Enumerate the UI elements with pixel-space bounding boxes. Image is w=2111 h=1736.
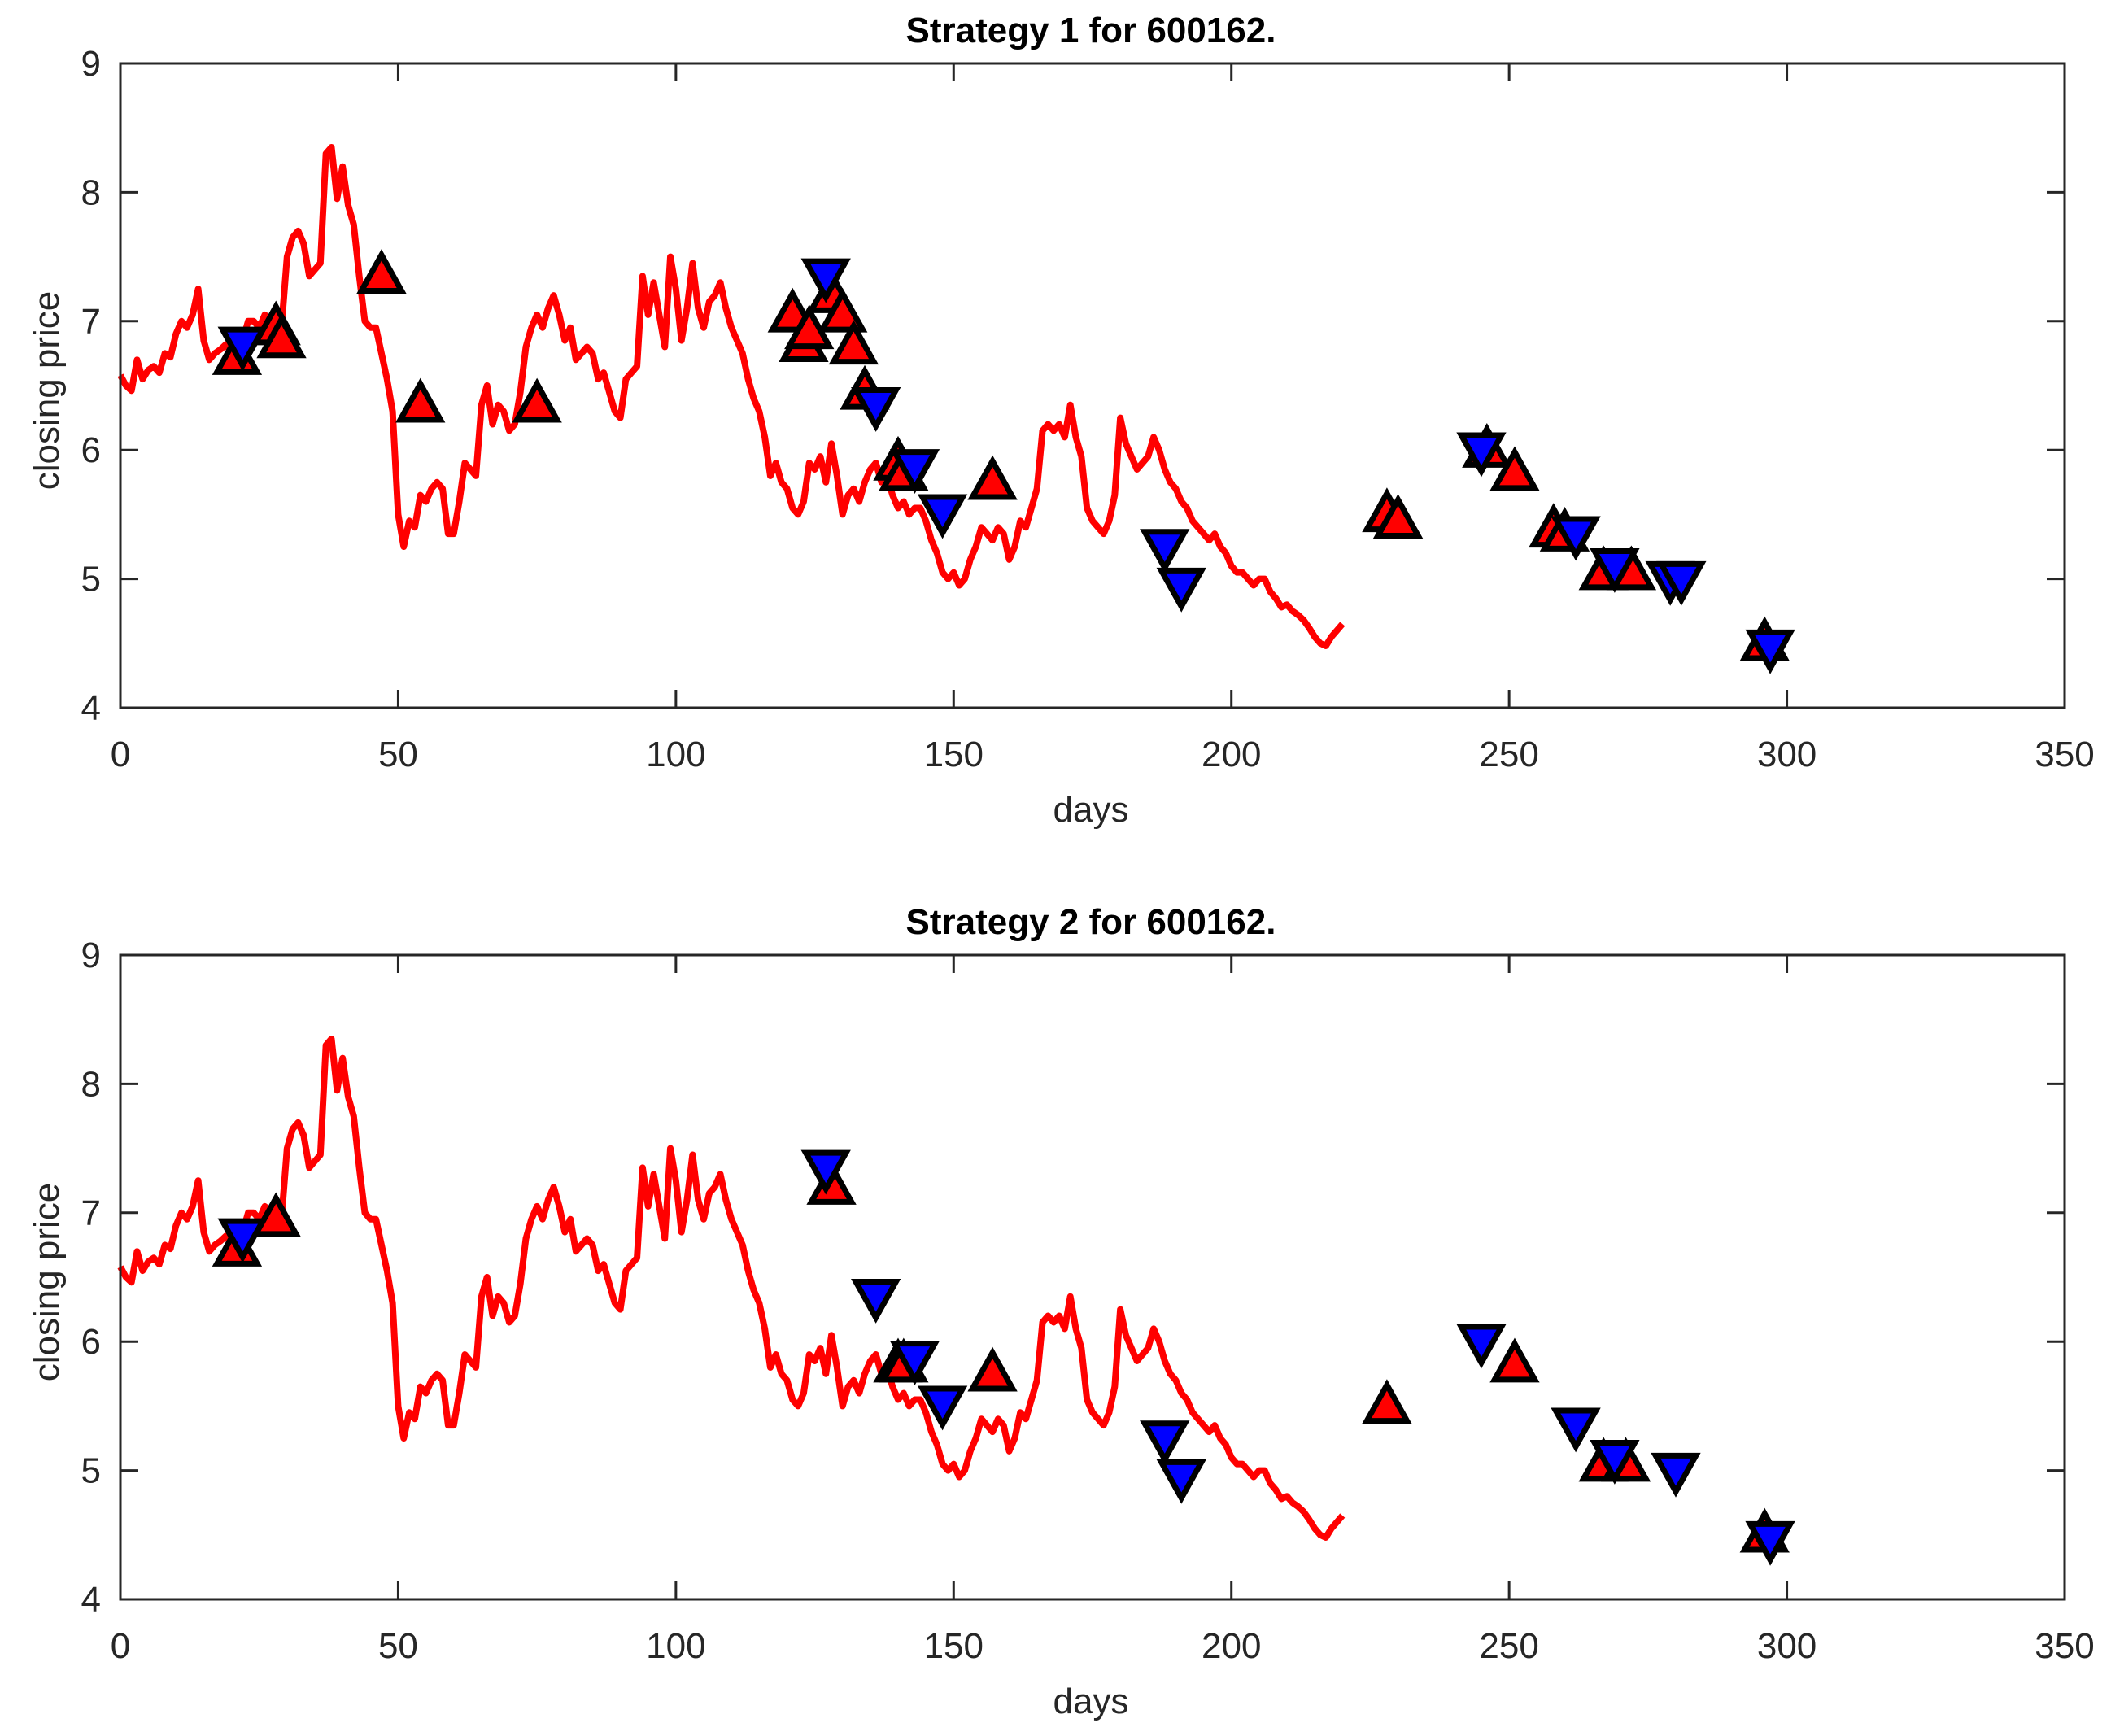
chart-title: Strategy 2 for 600162.: [906, 902, 1276, 942]
x-tick-label: 50: [378, 1626, 418, 1666]
x-tick-label: 300: [1757, 735, 1817, 774]
y-tick-label: 7: [81, 1193, 101, 1233]
sell-marker: [1156, 567, 1206, 613]
y-tick-label: 6: [81, 430, 101, 470]
buy-marker: [1362, 1379, 1412, 1424]
buy-marker: [784, 304, 835, 350]
x-tick-label: 350: [2035, 735, 2094, 774]
y-tick-label: 8: [81, 172, 101, 212]
sell-marker: [1456, 1324, 1507, 1369]
sell-marker: [800, 258, 851, 303]
sell-marker: [889, 1341, 940, 1385]
sell-marker: [889, 449, 940, 494]
buy-marker: [828, 320, 879, 365]
x-tick-label: 100: [646, 1626, 705, 1666]
x-tick-label: 250: [1479, 735, 1538, 774]
buy-marker: [1489, 446, 1540, 491]
x-tick-label: 300: [1757, 1626, 1817, 1666]
strategy-1-chart: Strategy 1 for 600162. 0 50 100 150 200 …: [27, 11, 2095, 830]
x-tick-label: 250: [1479, 1626, 1538, 1666]
x-tick-label: 50: [378, 735, 418, 774]
sell-marker: [1656, 560, 1707, 606]
y-tick-label: 6: [81, 1322, 101, 1362]
x-tick-label: 0: [111, 735, 130, 774]
y-axis-label: closing price: [27, 291, 67, 491]
sell-marker: [1590, 1440, 1640, 1485]
sell-marker: [1456, 432, 1507, 478]
sell-marker: [1551, 1407, 1601, 1453]
y-tick-label: 5: [81, 1451, 101, 1491]
x-tick-label: 200: [1202, 1626, 1261, 1666]
x-tick-label: 100: [646, 735, 705, 774]
x-axis-ticks: 0 50 100 150 200 250 300 350: [111, 1626, 2095, 1666]
x-tick-label: 150: [924, 735, 984, 774]
sell-marker: [1651, 1452, 1701, 1498]
buy-marker: [356, 249, 407, 294]
x-tick-label: 200: [1202, 735, 1261, 774]
sell-marker: [1745, 629, 1795, 674]
y-tick-label: 9: [81, 44, 101, 84]
buy-marker: [967, 1346, 1018, 1392]
buy-marker: [1489, 1337, 1540, 1383]
y-tick-label: 7: [81, 302, 101, 342]
y-tick-label: 4: [81, 688, 101, 728]
sell-marker: [917, 1385, 968, 1431]
buy-marker: [818, 287, 868, 333]
sell-marker: [851, 387, 901, 432]
buy-marker: [256, 313, 307, 359]
y-tick-label: 5: [81, 560, 101, 600]
y-tick-label: 8: [81, 1064, 101, 1104]
y-axis-ticks: 4 5 6 7 8 9: [81, 44, 101, 728]
sell-marker: [217, 1218, 268, 1263]
sell-marker: [1745, 1520, 1795, 1566]
price-series-line: [117, 1035, 1346, 1541]
sell-marker: [917, 494, 968, 539]
axes-box: [119, 953, 2066, 1601]
sell-marker: [800, 1149, 851, 1195]
x-tick-label: 150: [924, 1626, 984, 1666]
buy-marker: [1372, 494, 1424, 539]
sell-marker: [1551, 516, 1601, 561]
price-series-line: [117, 143, 1346, 649]
buy-marker: [967, 455, 1018, 500]
y-axis-ticks: 4 5 6 7 8 9: [81, 936, 101, 1620]
x-tick-label: 0: [111, 1626, 130, 1666]
sell-marker: [1590, 548, 1640, 593]
chart-title: Strategy 1 for 600162.: [906, 11, 1276, 50]
plot-area: [117, 953, 2066, 1601]
x-tick-label: 350: [2035, 1626, 2094, 1666]
sell-marker: [851, 1279, 901, 1324]
x-axis-label: days: [1053, 790, 1129, 830]
axes-box: [119, 62, 2066, 709]
plot-area: [117, 62, 2066, 709]
y-tick-label: 9: [81, 936, 101, 975]
buy-marker: [395, 377, 446, 423]
y-tick-label: 4: [81, 1580, 101, 1620]
x-axis-ticks: 0 50 100 150 200 250 300 350: [111, 735, 2095, 774]
y-axis-label: closing price: [27, 1183, 67, 1382]
sell-marker: [1156, 1459, 1206, 1504]
strategy-2-chart: Strategy 2 for 600162. 0 50 100 150 200 …: [27, 902, 2095, 1721]
buy-marker: [512, 377, 562, 423]
buy-marker: [251, 1192, 301, 1237]
sell-marker: [1140, 1420, 1190, 1466]
x-axis-label: days: [1053, 1681, 1129, 1721]
sell-marker: [1140, 529, 1190, 574]
sell-marker: [217, 326, 268, 372]
